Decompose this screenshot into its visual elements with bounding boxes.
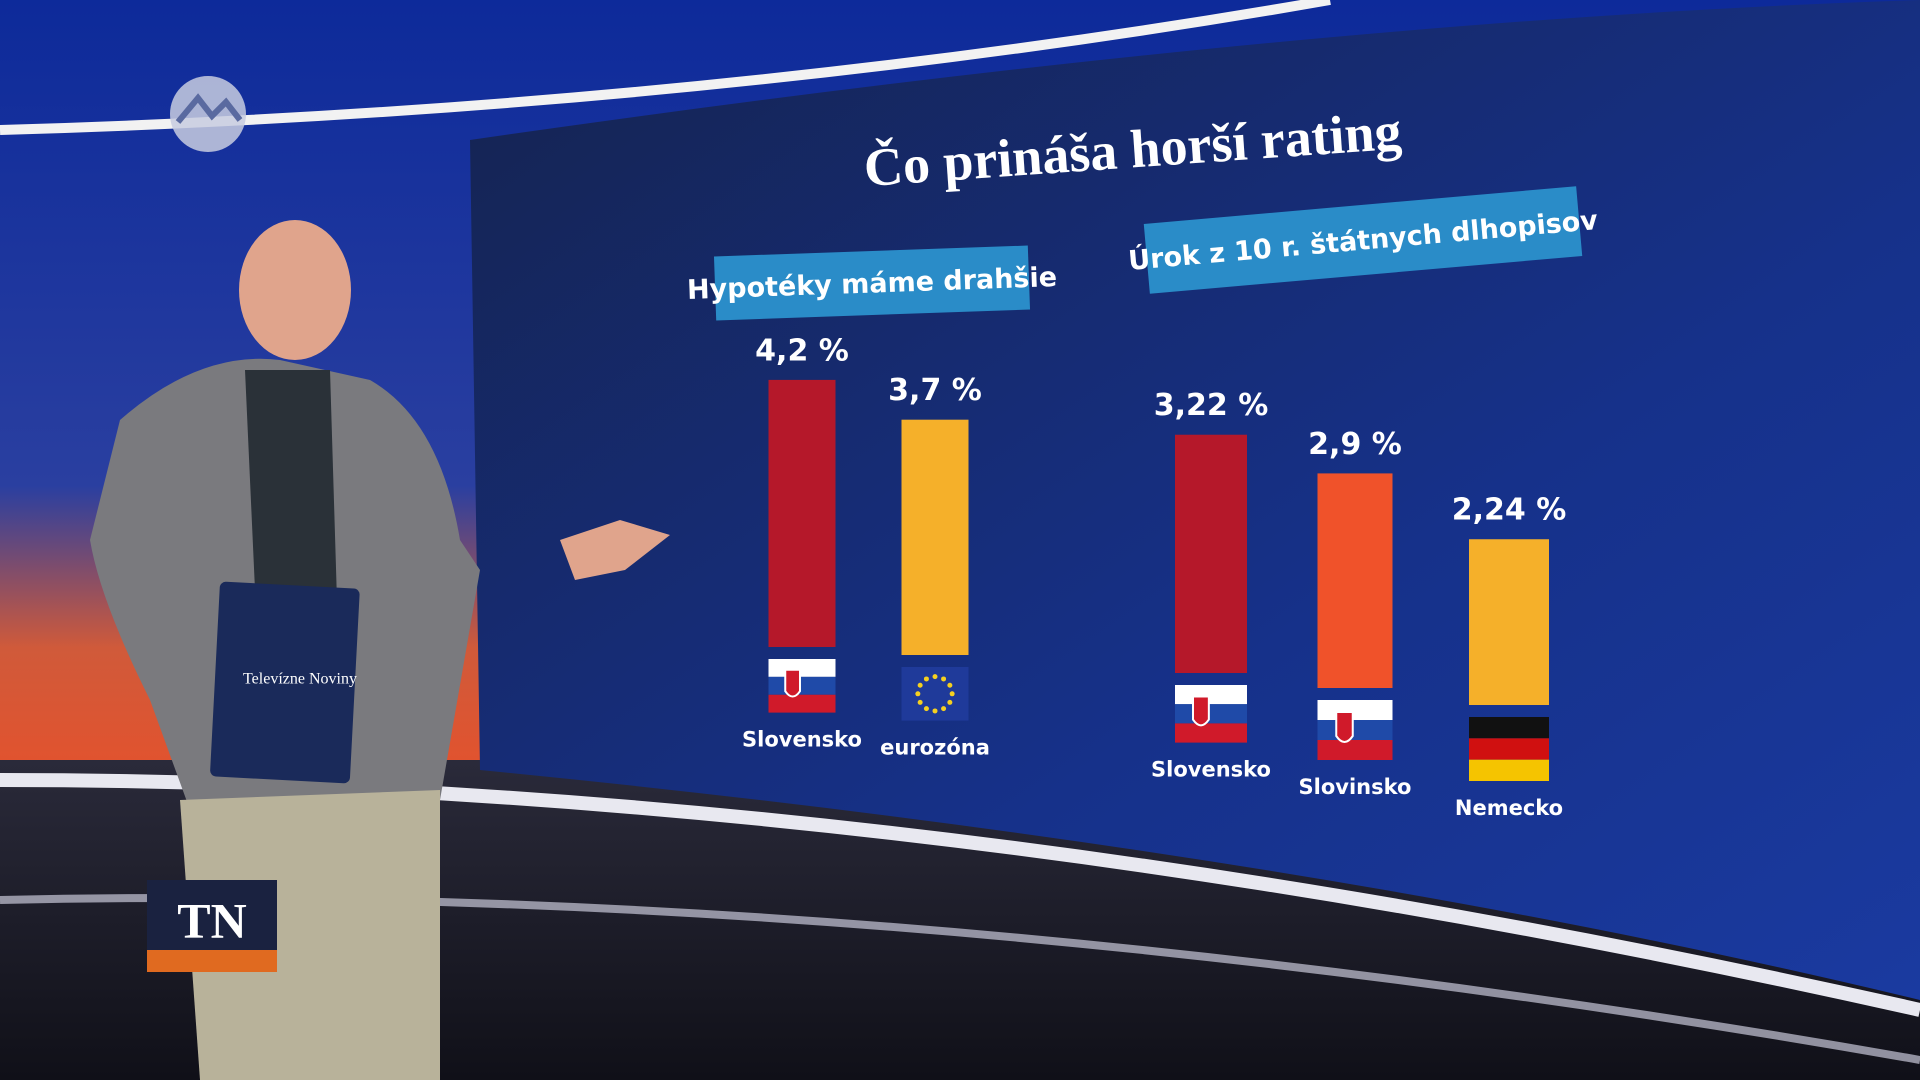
bar: [1175, 434, 1247, 673]
flag-star: [917, 682, 923, 688]
category-label: Slovensko: [1151, 758, 1271, 782]
bar: [1317, 473, 1393, 688]
flag-stripe: [768, 676, 836, 695]
flag-stripe: [768, 659, 836, 677]
value-label: 4,2 %: [755, 333, 849, 368]
value-label: 3,7 %: [888, 373, 982, 408]
category-label: Slovinsko: [1299, 775, 1412, 799]
tn-logo: TN: [147, 880, 277, 972]
flag-star: [917, 699, 923, 705]
channel-logo: [170, 76, 246, 152]
chart-header: Hypotéky máme drahšie: [687, 245, 1058, 321]
flag-stripe: [1175, 685, 1247, 705]
flag-stripe: [1469, 717, 1549, 739]
flag-stripe: [1317, 720, 1393, 740]
bar: [1469, 539, 1549, 705]
value-label: 2,24 %: [1452, 493, 1567, 528]
bar: [901, 419, 969, 655]
flag-star: [915, 691, 921, 697]
flag-stripe: [768, 694, 836, 713]
flag-star: [941, 676, 947, 682]
category-label: Slovensko: [742, 728, 862, 752]
flag-stripe: [1317, 740, 1393, 760]
flag-stripe: [1469, 738, 1549, 760]
flag-star: [949, 691, 955, 697]
value-label: 2,9 %: [1308, 427, 1402, 462]
flag-star: [947, 682, 953, 688]
clipboard-label: Televízne Noviny: [243, 671, 357, 688]
flag-emblem: [784, 668, 801, 698]
flag-star: [941, 706, 947, 712]
flag-stripe: [1469, 759, 1549, 781]
tn-logo-text: TN: [177, 892, 246, 948]
flag-star: [947, 699, 953, 705]
flag-stripe: [1317, 700, 1393, 720]
value-label: 3,22 %: [1154, 388, 1269, 423]
category-label: Nemecko: [1455, 796, 1563, 820]
flag-star: [932, 674, 938, 680]
chart-header-box: [713, 245, 1031, 321]
flag-stripe: [1175, 723, 1247, 743]
presenter: Televízne Noviny: [90, 220, 670, 1080]
flag-stripe: [1175, 704, 1247, 724]
flag-emblem: [1192, 695, 1210, 727]
flag-star: [932, 708, 938, 714]
bar: [768, 379, 836, 647]
bar-chart: Hypotéky máme drahšie 4,2 % Slovensko 3,7 %…: [687, 245, 1058, 760]
category-label: eurozóna: [880, 736, 990, 760]
flag-emblem: [1335, 711, 1354, 743]
flag-star: [923, 706, 929, 712]
chart-header-box: [1143, 186, 1583, 294]
flag-star: [923, 676, 929, 682]
